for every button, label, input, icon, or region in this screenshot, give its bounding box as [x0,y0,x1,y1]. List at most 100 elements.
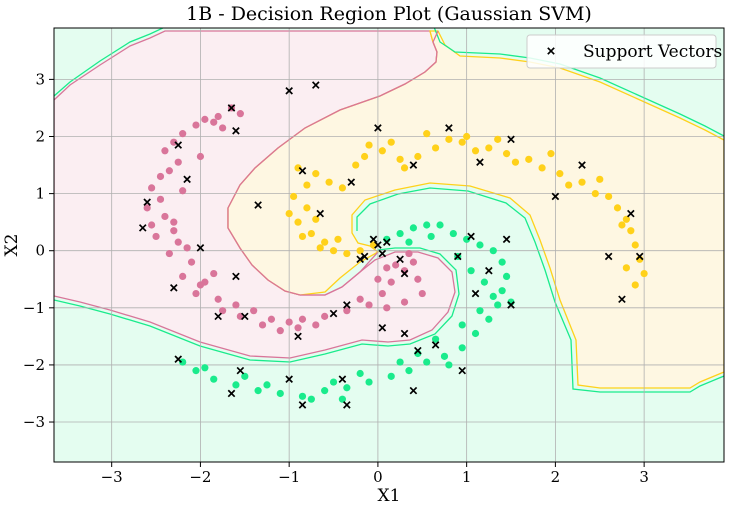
data-point-pink [276,327,284,335]
support-vector-marker [476,158,484,166]
support-vector-marker [396,255,404,264]
data-point-pink [343,307,351,315]
data-point-pink [356,295,364,303]
support-vectors [138,81,644,409]
data-point-pink [214,112,222,121]
data-point-green [440,352,449,360]
support-vector-marker [232,126,240,135]
support-vector-marker [507,135,515,144]
support-vector-marker [338,375,347,383]
y-tick-label: −2 [23,356,45,374]
data-point-green [365,378,373,386]
data-point-green [485,315,493,323]
data-point-yellow [338,184,347,192]
data-point-yellow [463,132,471,141]
data-point-pink [321,312,329,320]
data-point-pink [156,172,165,181]
data-point-yellow [547,150,555,158]
data-point-pink [285,318,293,326]
data-point-green [338,395,347,403]
data-point-green [307,395,315,403]
data-point-yellow [431,144,440,152]
data-point-yellow [378,147,386,155]
data-point-pink [378,289,386,298]
support-vector-marker [374,241,382,249]
data-point-green [480,278,488,286]
data-point-pink [214,295,222,303]
data-point-yellow [458,138,466,146]
support-vector-marker [174,141,183,149]
support-vector-marker [409,161,418,169]
data-point-green [232,381,240,389]
data-point-pink [179,187,187,195]
boundary-pink-green-bottom [54,247,460,363]
data-point-green [396,358,404,366]
x-tick-label: 0 [373,468,383,486]
data-point-pink [294,324,302,332]
data-point-pink [165,167,173,175]
data-point-pink [148,184,156,192]
data-point-yellow [343,249,351,258]
support-vector-marker [285,375,293,383]
x-tick-label: 1 [462,468,472,486]
support-vector-marker [374,124,382,132]
data-point-yellow [396,155,404,163]
support-vector-marker [240,312,249,321]
data-point-green [449,229,457,238]
legend-label-support-vectors: Support Vectors [583,42,722,62]
support-vector-marker [618,295,626,304]
y-tick-label: 1 [35,185,45,203]
support-vector-marker [227,104,236,112]
data-point-green [192,367,200,375]
data-point-pink [210,118,218,126]
support-vector-marker [551,192,560,201]
support-vector-marker [196,244,205,252]
data-point-pink [250,307,258,315]
data-point-yellow [485,144,493,152]
data-point-yellow [303,181,311,189]
data-point-green [298,392,307,400]
data-point-yellow [565,181,573,189]
data-point-yellow [596,175,604,183]
data-point-yellow [591,190,599,198]
support-vector-marker [578,161,586,169]
support-vector-marker [343,301,351,309]
data-point-green [241,372,249,380]
data-point-pink [196,152,205,161]
support-vector-marker [382,238,391,246]
data-point-pink [196,281,205,289]
support-vector-marker [343,401,351,409]
data-point-pink [400,298,409,306]
data-point-yellow [387,138,395,146]
support-vector-marker [445,124,453,132]
support-vector-marker [298,401,307,409]
data-point-green [409,224,418,232]
support-vector-marker [458,366,467,375]
y-tick-label: −1 [23,299,45,317]
support-vector-marker [174,355,183,364]
data-point-pink [405,249,413,258]
data-point-green [387,372,395,380]
support-vector-marker [431,341,440,349]
x-axis-label: X1 [378,486,401,506]
legend-support-vector-marker [547,47,555,55]
data-point-green [494,301,502,309]
data-point-yellow [290,192,298,201]
legend: Support Vectors [526,34,722,69]
data-point-yellow [312,170,320,178]
data-point-pink [298,315,307,323]
support-vector-marker [232,272,240,281]
data-point-green [405,367,413,375]
data-point-green [436,221,444,229]
support-vector-marker [502,235,511,244]
data-point-pink [387,278,395,286]
data-point-pink [156,195,165,203]
data-point-green [476,241,484,249]
data-point-green [467,267,475,275]
support-vector-marker [627,209,635,218]
data-point-yellow [631,241,639,249]
chart-title: 1B - Decision Region Plot (Gaussian SVM) [186,3,592,25]
data-point-green [471,329,480,338]
data-point-green [356,369,364,378]
support-vector-marker [183,175,191,184]
